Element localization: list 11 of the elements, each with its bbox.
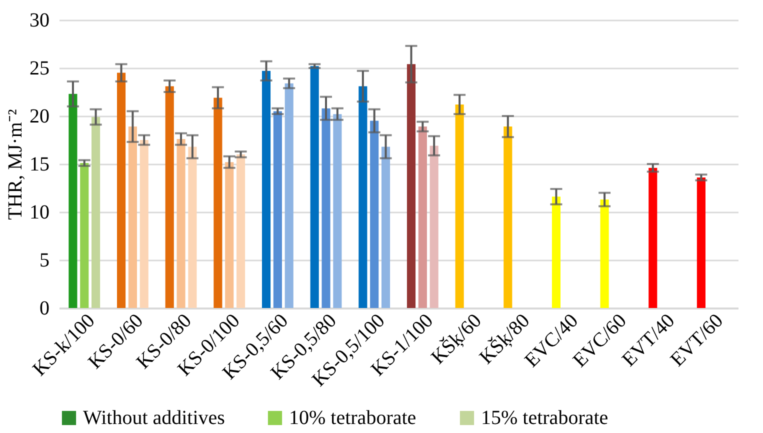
y-tick-label: 20 [30, 106, 50, 128]
y-tick-label: 10 [30, 202, 50, 224]
legend-label: Without additives [83, 407, 226, 429]
y-tick-label: 5 [40, 250, 50, 272]
y-tick-label: 25 [30, 58, 50, 80]
y-tick-label: 15 [30, 154, 50, 176]
y-tick-label: 0 [40, 298, 50, 320]
y-tick-label: 30 [30, 10, 50, 32]
legend-label: 15% tetraborate [481, 407, 608, 429]
y-axis-title: THR, MJ·m⁻² [4, 109, 26, 220]
legend-label: 10% tetraborate [289, 407, 416, 429]
